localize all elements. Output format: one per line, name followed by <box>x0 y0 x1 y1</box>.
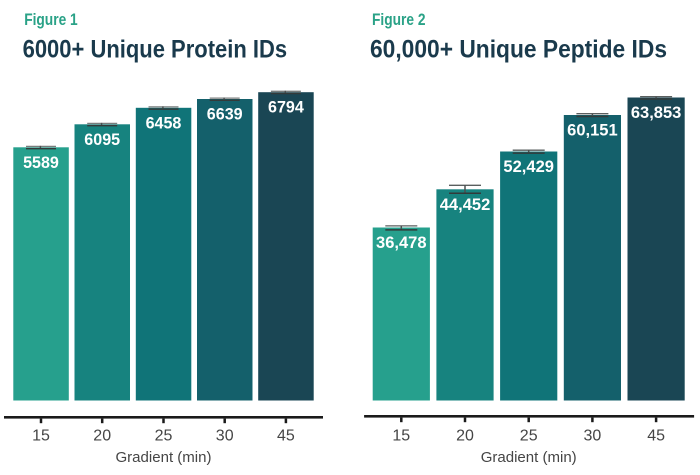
svg-text:Gradient (min): Gradient (min) <box>481 449 577 466</box>
svg-text:15: 15 <box>32 428 50 445</box>
svg-text:63,853: 63,853 <box>631 104 682 122</box>
svg-text:60,151: 60,151 <box>567 122 618 140</box>
svg-text:Figure 1: Figure 1 <box>24 11 77 29</box>
svg-text:6095: 6095 <box>84 131 120 149</box>
svg-text:25: 25 <box>520 428 538 445</box>
svg-text:15: 15 <box>392 428 410 445</box>
svg-text:6458: 6458 <box>146 114 182 132</box>
svg-text:30: 30 <box>584 428 602 445</box>
svg-text:25: 25 <box>155 428 173 445</box>
svg-text:6639: 6639 <box>207 106 243 124</box>
svg-text:Gradient (min): Gradient (min) <box>116 449 212 466</box>
svg-text:52,429: 52,429 <box>503 158 554 176</box>
svg-text:5589: 5589 <box>23 154 59 172</box>
svg-text:44,452: 44,452 <box>440 196 491 214</box>
svg-text:20: 20 <box>93 428 111 445</box>
svg-text:45: 45 <box>277 428 295 445</box>
svg-text:6000+ Unique Protein IDs: 6000+ Unique Protein IDs <box>23 35 288 63</box>
svg-text:6794: 6794 <box>268 99 305 117</box>
svg-text:45: 45 <box>647 428 665 445</box>
svg-text:30: 30 <box>216 428 234 445</box>
svg-text:Figure 2: Figure 2 <box>372 11 426 29</box>
svg-text:60,000+ Unique Peptide IDs: 60,000+ Unique Peptide IDs <box>370 35 667 63</box>
svg-text:36,478: 36,478 <box>376 234 427 252</box>
svg-text:20: 20 <box>456 428 474 445</box>
